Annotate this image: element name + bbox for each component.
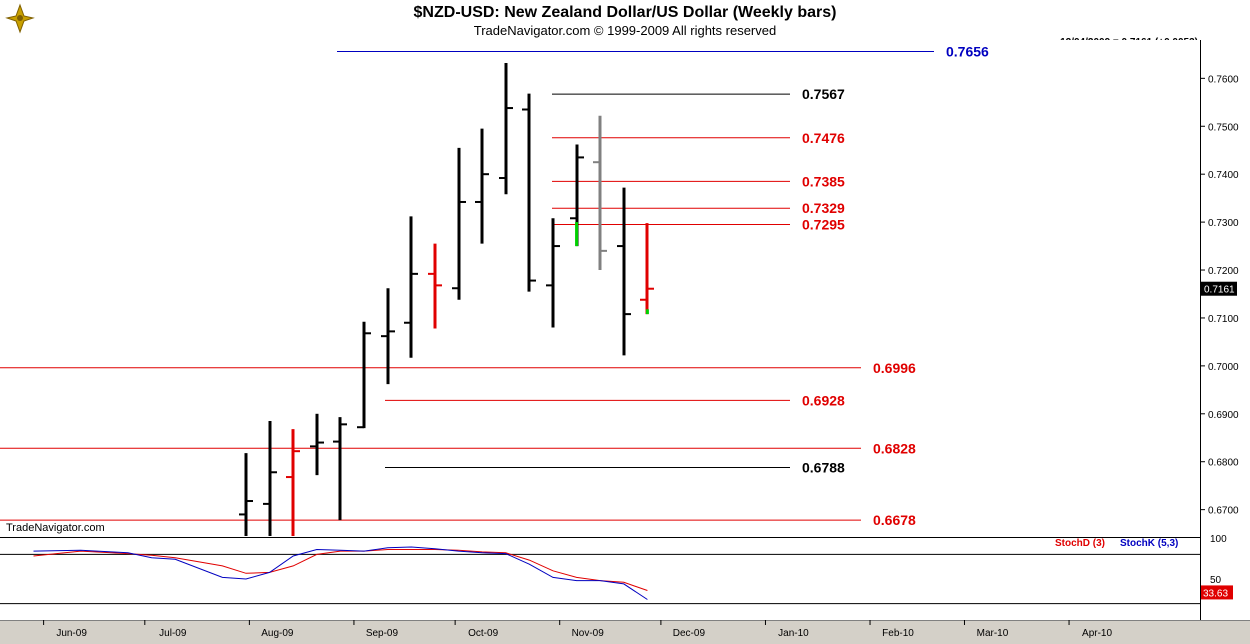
time-axis-label: Oct-09	[468, 628, 498, 639]
level-label-0.6678: 0.6678	[873, 512, 916, 528]
stoch-axis-label: 100	[1210, 534, 1227, 545]
price-axis-label: 0.7300	[1208, 218, 1239, 229]
level-label-0.6928: 0.6928	[802, 392, 845, 408]
level-label-0.7656: 0.7656	[946, 44, 989, 60]
price-axis-label: 0.7600	[1208, 74, 1239, 85]
stoch-k-legend: StochK (5,3)	[1120, 538, 1179, 549]
level-label-0.6828: 0.6828	[873, 440, 916, 456]
level-label-0.7295: 0.7295	[802, 217, 845, 233]
watermark: TradeNavigator.com	[6, 522, 105, 534]
stoch-d-legend: StochD (3)	[1055, 538, 1105, 549]
price-axis-label: 0.6800	[1208, 458, 1239, 469]
price-axis-label: 0.6900	[1208, 410, 1239, 421]
level-label-0.7567: 0.7567	[802, 86, 845, 102]
time-axis-label: Nov-09	[572, 628, 605, 639]
time-axis-label: Jan-10	[778, 628, 809, 639]
price-axis-label: 0.7200	[1208, 266, 1239, 277]
stoch-d-flag	[1201, 585, 1233, 600]
time-axis-label: Sep-09	[366, 628, 399, 639]
time-axis-label: Dec-09	[673, 628, 706, 639]
time-axis-label: Jun-09	[56, 628, 87, 639]
level-label-0.7476: 0.7476	[802, 130, 845, 146]
time-axis-label: Jul-09	[159, 628, 187, 639]
level-label-0.7329: 0.7329	[802, 200, 845, 216]
price-axis-label: 0.6700	[1208, 506, 1239, 517]
price-axis[interactable]	[1200, 40, 1250, 620]
time-axis[interactable]	[0, 620, 1250, 644]
price-axis-label: 0.7500	[1208, 122, 1239, 133]
stoch-d-last-label: 33.63	[1203, 588, 1228, 599]
last-price-label: 0.7161	[1204, 285, 1235, 296]
last-price-flag	[1201, 281, 1237, 296]
chart-title: $NZD-USD: New Zealand Dollar/US Dollar (…	[413, 4, 837, 21]
level-label-0.7385: 0.7385	[802, 173, 845, 189]
stoch-d-line	[33, 549, 648, 591]
time-axis-label: Aug-09	[261, 628, 294, 639]
time-axis-label: Feb-10	[882, 628, 914, 639]
chart-header: $NZD-USD: New Zealand Dollar/US Dollar (…	[0, 0, 1250, 40]
chart-subtitle: TradeNavigator.com © 1999-2009 All right…	[473, 23, 777, 38]
level-label-0.6788: 0.6788	[802, 459, 845, 475]
time-axis-label: Mar-10	[977, 628, 1009, 639]
stochastic-panel[interactable]	[0, 537, 1200, 621]
trade-navigator-logo-icon	[5, 3, 35, 34]
level-label-0.6996: 0.6996	[873, 360, 916, 376]
stoch-axis-label: 50	[1210, 575, 1222, 586]
price-axis-label: 0.7100	[1208, 314, 1239, 325]
stoch-k-line	[33, 546, 648, 600]
price-axis-label: 0.7000	[1208, 362, 1239, 373]
price-axis-label: 0.7400	[1208, 170, 1239, 181]
time-axis-label: Apr-10	[1082, 628, 1112, 639]
